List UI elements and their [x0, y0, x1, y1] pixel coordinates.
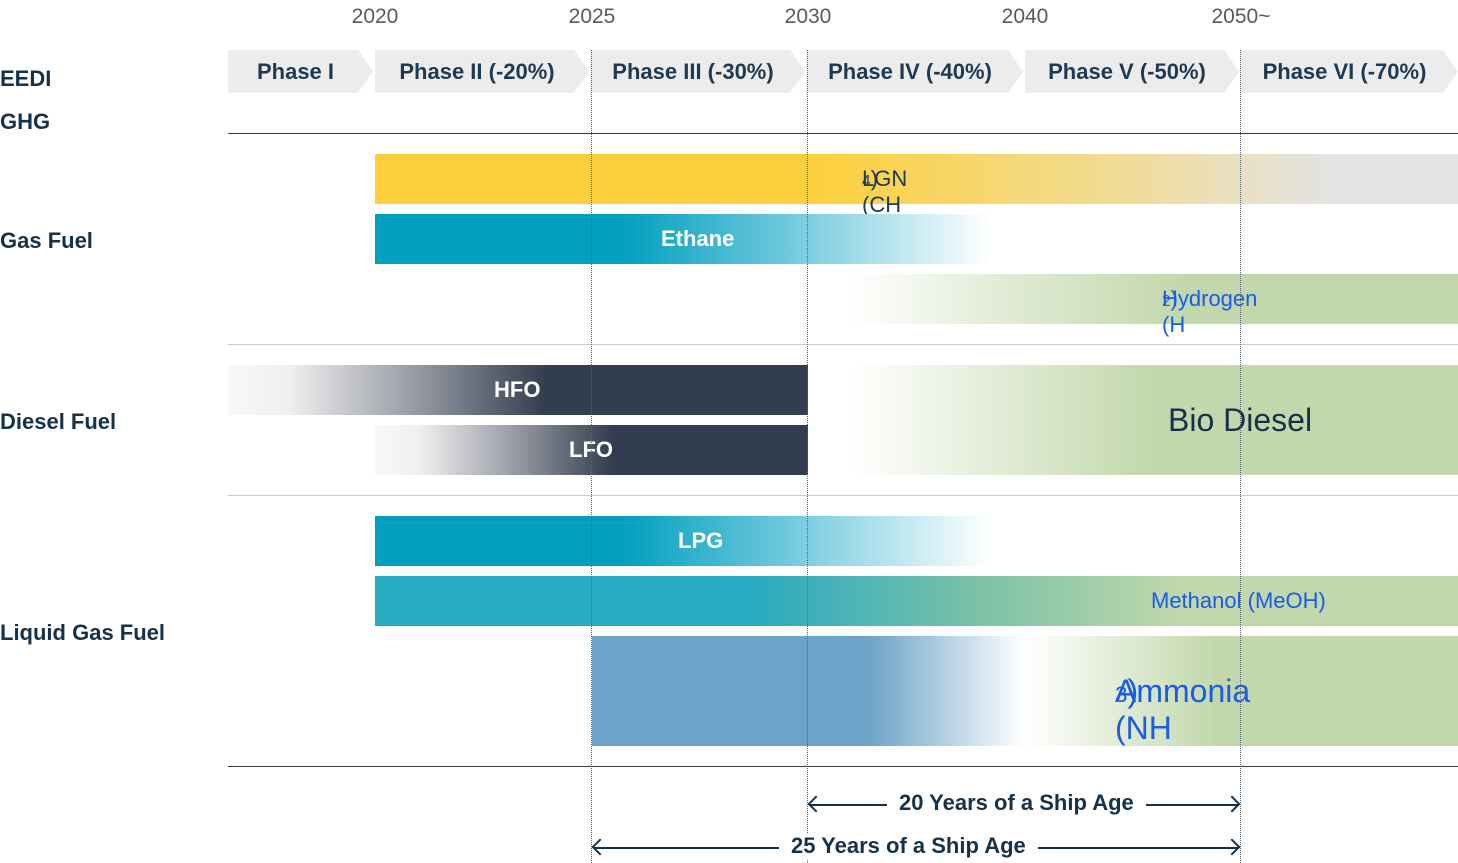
ethane-bar: Ethane [375, 214, 990, 264]
bio-diesel-bar: Bio Diesel [850, 365, 1458, 475]
header-divider [228, 133, 1458, 134]
phase-6-label: Phase VI (-70%) [1262, 58, 1427, 84]
twentyfive-year-label: 25 Years of a Ship Age [779, 833, 1038, 859]
ammonia-bar: Ammonia (NH 3) [592, 636, 1458, 746]
year-2025-guide-line [591, 50, 592, 863]
phase-3-label: Phase III (-30%) [612, 58, 774, 84]
ethane-label: Ethane [661, 226, 735, 251]
methanol-label: Methanol (MeOH) [1151, 588, 1326, 613]
lpg-bar: LPG [375, 516, 990, 566]
year-label-2025: 2025 [568, 5, 616, 28]
twenty-year-span-arrow: 20 Years of a Ship Age [807, 790, 1241, 816]
year-label-2020: 2020 [351, 5, 399, 28]
diesel-fuel-label: Diesel Fuel [0, 409, 117, 434]
hydrogen-bar: Hydrogen (H 2) [850, 274, 1458, 337]
phase-4: Phase IV (-40%) [807, 50, 1023, 93]
gas-fuel-label: Gas Fuel [0, 228, 93, 253]
phase-3: Phase III (-30%) [591, 50, 805, 93]
methanol-bar: Methanol (MeOH) [375, 576, 1458, 626]
year-2050-guide-line [1240, 50, 1241, 863]
twentyfive-year-span-arrow: 25 Years of a Ship Age [591, 833, 1241, 859]
liquid-gas-fuel-label: Liquid Gas Fuel [0, 620, 166, 645]
lgn-bar: LGN (CH 4) [375, 154, 1458, 217]
phase-1: Phase I [228, 50, 373, 93]
diesel-liquid-divider [228, 495, 1458, 496]
phase-5-label: Phase V (-50%) [1048, 58, 1206, 84]
lgn-label: LGN (CH 4) [862, 166, 908, 217]
phase-5: Phase V (-50%) [1025, 50, 1239, 93]
year-label-2040: 2040 [1001, 5, 1049, 28]
bottom-divider [228, 766, 1458, 767]
arrow-right-icon [1223, 838, 1241, 856]
arrow-left-icon [807, 795, 825, 813]
phase-2: Phase II (-20%) [375, 50, 589, 93]
hfo-bar: HFO [228, 365, 808, 415]
phase-1-label: Phase I [256, 58, 335, 84]
hfo-label: HFO [494, 377, 541, 402]
hydrogen-label: Hydrogen (H 2) [1162, 286, 1258, 337]
ghg-label: GHG [0, 109, 51, 134]
lpg-label: LPG [678, 528, 724, 553]
eedi-label: EEDI [0, 66, 52, 91]
year-2030-guide-line [807, 50, 808, 863]
arrow-left-icon [591, 838, 609, 856]
phase-6: Phase VI (-70%) [1241, 50, 1458, 93]
twenty-year-label: 20 Years of a Ship Age [887, 790, 1146, 816]
arrow-right-icon [1223, 795, 1241, 813]
year-label-2030: 2030 [784, 5, 832, 28]
phase-4-label: Phase IV (-40%) [828, 58, 992, 84]
ammonia-label: Ammonia (NH 3) [1115, 672, 1251, 746]
year-label-2050: 2050~ [1211, 5, 1271, 28]
phase-2-label: Phase II (-20%) [399, 58, 555, 84]
gas-diesel-divider [228, 344, 1458, 345]
